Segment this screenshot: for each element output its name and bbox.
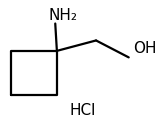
Text: HCl: HCl <box>70 103 96 118</box>
Text: NH₂: NH₂ <box>49 8 78 23</box>
Text: OH: OH <box>134 41 157 56</box>
